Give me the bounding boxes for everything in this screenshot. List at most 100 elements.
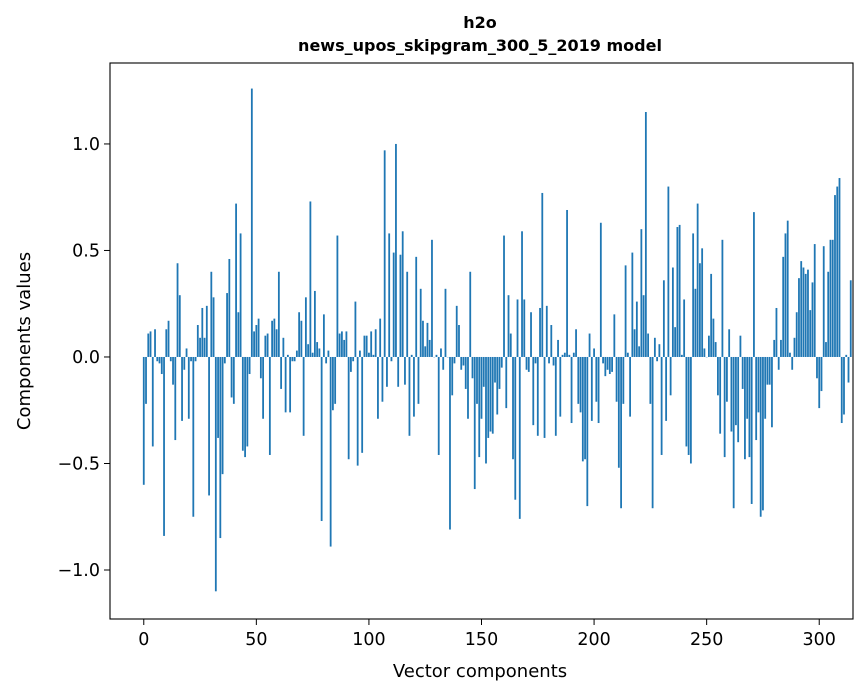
bar	[566, 209, 568, 357]
bar	[217, 356, 219, 438]
bar	[581, 356, 584, 462]
bar	[829, 239, 832, 357]
bar	[464, 356, 467, 389]
bar	[523, 299, 526, 357]
bar	[478, 356, 481, 458]
bar	[383, 150, 386, 357]
bar	[617, 356, 620, 468]
bar	[811, 282, 814, 357]
bar	[539, 307, 541, 357]
bar	[689, 356, 692, 464]
bar	[708, 335, 710, 357]
bars-group	[142, 88, 852, 592]
bar	[804, 273, 807, 357]
y-tick-label: 0.0	[72, 348, 100, 368]
bar	[753, 212, 755, 357]
bar	[304, 297, 307, 357]
bar	[482, 356, 485, 387]
bar	[235, 203, 237, 357]
bar	[786, 220, 789, 357]
bar	[678, 224, 681, 357]
bar	[354, 301, 357, 357]
bar	[415, 256, 418, 357]
bar	[530, 312, 532, 357]
bar	[424, 346, 427, 357]
bar	[577, 356, 580, 404]
bar	[307, 344, 310, 357]
bar	[593, 348, 595, 357]
bar	[248, 356, 251, 375]
bar	[327, 350, 330, 357]
bar	[737, 356, 740, 443]
bar	[277, 271, 280, 357]
bar	[545, 305, 548, 357]
bar	[442, 356, 445, 370]
bar	[748, 356, 751, 458]
bar	[525, 356, 528, 370]
bar	[440, 348, 442, 357]
bar	[214, 356, 217, 592]
bar	[667, 186, 670, 357]
bar	[210, 271, 213, 357]
bar	[449, 356, 451, 530]
bar	[205, 305, 208, 357]
bar	[404, 356, 406, 385]
bar	[444, 288, 447, 357]
bar	[419, 288, 422, 357]
bar	[167, 320, 170, 357]
bar	[793, 337, 796, 357]
y-tick-label: 0.5	[72, 241, 100, 261]
bar	[512, 356, 514, 460]
bar	[741, 356, 744, 389]
bar	[365, 335, 368, 357]
bar	[798, 278, 800, 357]
bar	[671, 267, 674, 357]
bar	[590, 356, 593, 421]
bar	[165, 329, 168, 357]
bar	[595, 356, 598, 402]
bar	[649, 356, 652, 404]
bar	[334, 356, 337, 404]
bar	[253, 331, 255, 357]
bar	[426, 322, 429, 357]
bar	[259, 356, 262, 379]
bar	[820, 356, 823, 392]
bar	[410, 354, 413, 357]
bar	[262, 356, 264, 419]
bar	[280, 356, 283, 389]
bar	[363, 335, 366, 357]
bar	[653, 337, 656, 357]
bar	[237, 312, 240, 357]
bar	[680, 354, 683, 357]
bar	[714, 342, 717, 357]
chart-title: h2o	[463, 13, 497, 32]
bar	[771, 356, 773, 428]
bar	[597, 356, 600, 424]
bar	[807, 269, 809, 357]
bar	[359, 350, 361, 357]
bar	[608, 356, 611, 375]
bar	[532, 356, 535, 426]
bar	[644, 112, 647, 357]
bar	[840, 356, 843, 424]
bar	[701, 248, 704, 357]
bar	[766, 356, 769, 385]
bar	[379, 318, 382, 357]
bar	[775, 307, 778, 357]
bar	[428, 339, 431, 357]
x-tick-label: 200	[577, 630, 610, 650]
bar	[489, 356, 492, 432]
bar	[462, 356, 465, 366]
bar	[518, 356, 521, 519]
bar	[241, 356, 244, 451]
bar	[647, 333, 650, 357]
bar	[185, 348, 188, 357]
bar	[460, 356, 463, 370]
bar	[757, 356, 760, 413]
bar	[244, 356, 246, 458]
bar	[291, 356, 294, 362]
bar	[332, 356, 334, 411]
bar	[572, 352, 575, 357]
bar	[845, 354, 848, 357]
